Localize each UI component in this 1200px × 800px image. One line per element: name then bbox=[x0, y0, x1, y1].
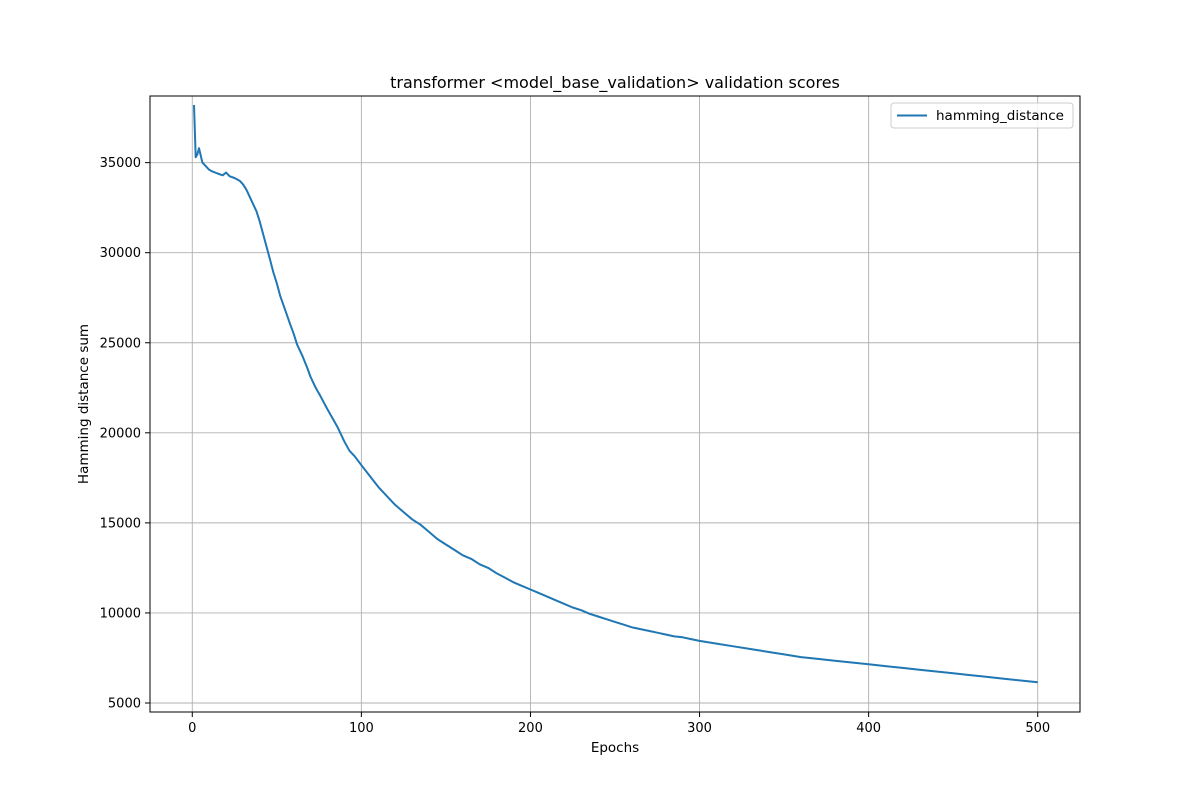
y-tick-label: 5000 bbox=[108, 696, 141, 711]
x-tick-label: 100 bbox=[349, 721, 374, 736]
y-axis-ticks: 5000 10000 15000 20000 25000 30000 35000 bbox=[100, 156, 150, 711]
x-tick-label: 300 bbox=[687, 721, 712, 736]
plot-area-frame bbox=[149, 95, 1081, 713]
y-tick-label: 15000 bbox=[100, 516, 141, 531]
x-tick-label: 0 bbox=[188, 721, 196, 736]
x-axis-ticks: 0 100 200 300 400 500 bbox=[188, 712, 1050, 736]
series-layer bbox=[193, 104, 1038, 684]
legend-label: hamming_distance bbox=[936, 108, 1064, 124]
legend-box bbox=[890, 102, 1074, 129]
legend: hamming_distance bbox=[890, 102, 1074, 129]
y-tick-label: 20000 bbox=[100, 426, 141, 441]
y-tick-label: 25000 bbox=[100, 336, 141, 351]
chart-title: transformer <model_base_validation> vali… bbox=[390, 73, 840, 93]
x-axis-label: Epochs bbox=[591, 740, 639, 756]
x-tick-label: 400 bbox=[856, 721, 881, 736]
x-tick-label: 200 bbox=[518, 721, 543, 736]
y-tick-label: 35000 bbox=[100, 156, 141, 171]
y-axis-label: Hamming distance sum bbox=[76, 324, 92, 484]
grid bbox=[150, 96, 1080, 712]
y-tick-label: 10000 bbox=[100, 606, 141, 621]
y-tick-label: 30000 bbox=[100, 246, 141, 261]
series-line-hamming_distance bbox=[193, 104, 1038, 684]
x-tick-label: 500 bbox=[1025, 721, 1050, 736]
